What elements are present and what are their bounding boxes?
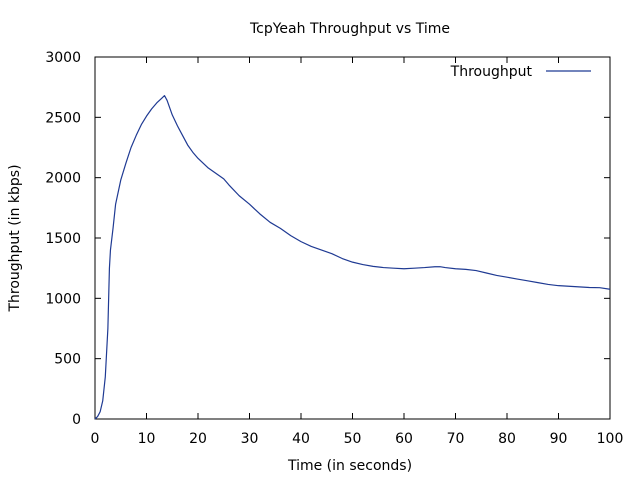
x-tick-label: 80	[498, 431, 516, 447]
y-axis-ticks: 0 500 1000 1500 2000 2500 3000	[45, 50, 610, 428]
y-tick-label: 3000	[45, 50, 81, 66]
x-tick-label: 100	[597, 431, 624, 447]
y-tick-label: 2000	[45, 171, 81, 187]
x-tick-label: 70	[447, 431, 465, 447]
x-tick-label: 10	[138, 431, 156, 447]
y-tick-label: 2500	[45, 110, 81, 126]
legend-label-throughput: Throughput	[450, 64, 533, 80]
x-tick-label: 50	[344, 431, 362, 447]
x-tick-label: 30	[241, 431, 259, 447]
x-axis-ticks: 0 10 20 30 40 50 60 70 80 90 100	[91, 57, 624, 447]
y-axis-label: Throughput (in kbps)	[7, 164, 23, 312]
x-tick-label: 0	[91, 431, 100, 447]
y-tick-label: 1000	[45, 291, 81, 307]
legend: Throughput	[450, 64, 591, 80]
x-tick-label: 90	[550, 431, 568, 447]
y-tick-label: 1500	[45, 231, 81, 247]
plot-area-frame	[94, 56, 611, 420]
chart-title: TcpYeah Throughput vs Time	[249, 21, 450, 37]
y-tick-label: 500	[54, 352, 81, 368]
x-axis-label: Time (in seconds)	[287, 458, 412, 474]
x-tick-label: 60	[395, 431, 413, 447]
series-line-throughput	[94, 95, 611, 420]
x-tick-label: 40	[292, 431, 310, 447]
y-tick-label: 0	[72, 412, 81, 428]
x-tick-label: 20	[189, 431, 207, 447]
